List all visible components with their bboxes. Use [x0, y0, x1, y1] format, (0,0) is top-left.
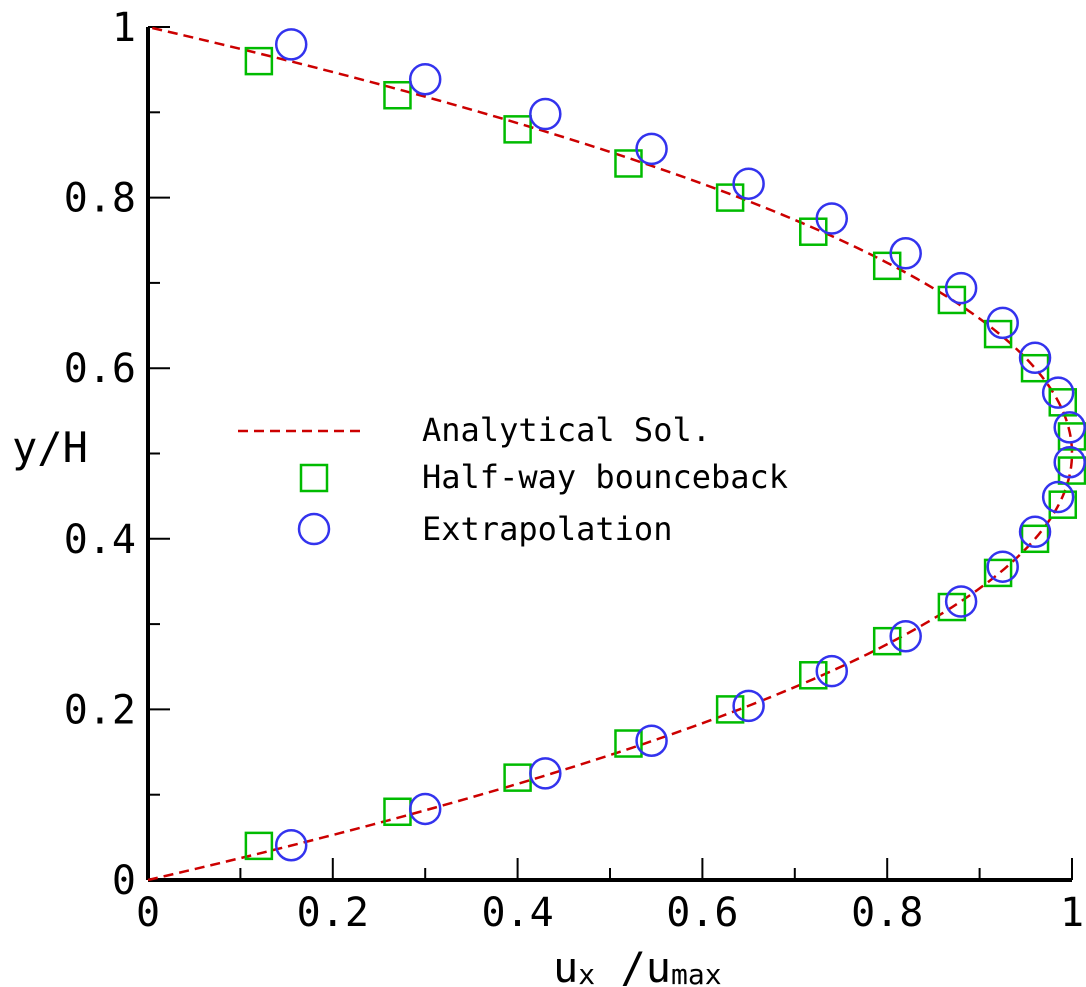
bounceback-point: [1057, 456, 1086, 485]
x-axis-title-sub1: x: [578, 958, 595, 987]
extrapolation-point: [732, 689, 765, 723]
series-analytical: [147, 25, 1074, 882]
extrapolation-point: [889, 237, 922, 270]
y-tick-label: 1: [112, 5, 136, 51]
tick-labels: 0 0.2 0.4 0.6 0.8 1 0 0.2 0.4 0.6 0.8 1: [64, 5, 1084, 936]
x-axis-title-sub2: max: [671, 958, 722, 987]
series-bounceback: [244, 46, 1086, 861]
x-tick-label: 1: [1060, 890, 1084, 936]
y-tick-label: 0.6: [64, 346, 136, 392]
y-tick-label: 0.8: [64, 176, 136, 222]
bounceback-point: [937, 592, 967, 622]
bounceback-point: [1048, 490, 1078, 519]
extrapolation-point: [815, 202, 849, 235]
bounceback-point: [503, 115, 532, 144]
extrapolation-point: [732, 167, 765, 200]
axes: [146, 27, 1072, 882]
extrapolation-point: [408, 792, 442, 826]
bounceback-point: [383, 80, 412, 110]
extrapolation-point: [944, 271, 978, 305]
extrapolation-point: [1053, 411, 1086, 444]
bounceback-point: [244, 46, 274, 76]
x-axis-title: ux /umax: [553, 943, 722, 987]
bounceback-point: [614, 149, 643, 178]
y-tick-label: 0: [112, 858, 136, 904]
extrapolation-point: [408, 62, 442, 96]
x-tick-label: 0.2: [297, 890, 369, 936]
x-tick-label: 0.6: [666, 890, 738, 936]
bounceback-point: [983, 558, 1013, 588]
bounceback-point: [937, 285, 967, 315]
extrapolation-point: [635, 724, 668, 757]
legend-extrapolation-label: Extrapolation: [422, 510, 672, 548]
legend-extrapolation-marker: [297, 512, 331, 546]
x-axis-title-sep: /u: [595, 943, 671, 987]
extrapolation-point: [1018, 515, 1052, 549]
bounceback-point: [799, 661, 828, 690]
extrapolation-point: [815, 654, 849, 688]
bounceback-point: [244, 831, 274, 861]
y-tick-label: 0.2: [64, 687, 136, 733]
ticks: [147, 26, 1073, 881]
extrapolation-point: [1041, 480, 1075, 514]
x-axis-title-main: u: [553, 943, 578, 987]
x-tick-label: 0.8: [851, 890, 923, 936]
extrapolation-point: [1041, 376, 1075, 409]
legend-analytical-label: Analytical Sol.: [422, 411, 711, 449]
y-tick-label: 0.4: [64, 517, 136, 563]
extrapolation-point: [1018, 341, 1052, 375]
extrapolation-point: [1053, 445, 1086, 479]
legend-bounceback-label: Half-way bounceback: [422, 458, 788, 496]
bounceback-point: [872, 251, 902, 281]
bounceback-point: [872, 626, 902, 656]
analytical-curve: [147, 25, 1074, 882]
y-axis-title: y/H: [12, 423, 88, 472]
extrapolation-point: [529, 757, 562, 790]
x-tick-label: 0: [136, 890, 160, 936]
extrapolation-point: [274, 828, 308, 862]
series-extrapolation: [274, 28, 1086, 862]
bounceback-point: [715, 695, 745, 724]
legend-bounceback-marker: [299, 463, 329, 493]
extrapolation-point: [635, 132, 668, 166]
x-tick-label: 0.4: [481, 890, 553, 936]
extrapolation-point: [986, 550, 1019, 583]
bounceback-point: [1020, 353, 1050, 383]
extrapolation-point: [274, 28, 308, 61]
extrapolation-point: [944, 585, 978, 618]
legend: Analytical Sol. Half-way bounceback Extr…: [238, 411, 788, 548]
bounceback-point: [614, 729, 643, 758]
extrapolation-point: [986, 306, 1019, 340]
extrapolation-point: [889, 620, 922, 653]
extrapolation-point: [529, 97, 562, 131]
